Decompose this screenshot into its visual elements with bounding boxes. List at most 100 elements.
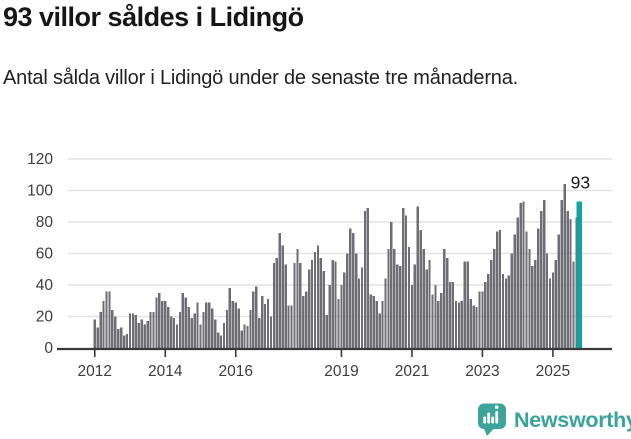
bar xyxy=(190,318,193,348)
bar xyxy=(296,248,299,348)
bar xyxy=(237,308,240,348)
bar xyxy=(363,210,367,348)
bar xyxy=(504,278,508,348)
bar xyxy=(548,278,552,348)
bar xyxy=(305,291,308,348)
bar xyxy=(384,278,387,348)
bar xyxy=(122,335,126,348)
x-axis-label: 2019 xyxy=(324,363,358,380)
bar xyxy=(214,319,217,348)
bar xyxy=(228,288,232,348)
bar xyxy=(551,272,555,348)
bar xyxy=(560,199,563,348)
bar xyxy=(540,210,543,348)
bar xyxy=(490,259,493,348)
bar xyxy=(410,285,414,348)
bar xyxy=(152,311,155,348)
bar xyxy=(275,258,278,348)
x-axis-label: 2014 xyxy=(148,363,183,380)
bar xyxy=(399,266,402,348)
bar xyxy=(140,319,143,348)
bar xyxy=(404,215,408,348)
x-axis-label: 2023 xyxy=(465,363,499,380)
bar xyxy=(487,273,490,348)
bar xyxy=(372,296,375,348)
y-axis-label: 80 xyxy=(36,214,54,231)
bar xyxy=(108,291,111,348)
bar xyxy=(354,253,358,348)
bar xyxy=(563,184,566,348)
bar xyxy=(428,259,431,348)
bar xyxy=(137,322,140,348)
bar xyxy=(493,248,496,348)
bar xyxy=(258,318,261,348)
bar xyxy=(575,217,578,348)
bar xyxy=(114,316,117,348)
bar xyxy=(334,261,337,348)
x-axis-label: 2012 xyxy=(78,363,112,380)
bar xyxy=(225,310,229,348)
bar xyxy=(93,319,96,348)
bar xyxy=(281,245,284,348)
bar xyxy=(325,314,328,348)
bar xyxy=(149,311,152,348)
bar xyxy=(360,267,364,348)
bar xyxy=(352,233,355,348)
bar xyxy=(158,292,161,348)
bar xyxy=(387,248,390,348)
bar xyxy=(193,313,196,348)
bar xyxy=(501,273,505,348)
bar xyxy=(340,285,343,348)
bar xyxy=(102,300,105,348)
bar xyxy=(422,248,425,348)
bar xyxy=(534,259,537,348)
bar xyxy=(434,285,437,348)
bar xyxy=(454,300,458,348)
page-title: 93 villor såldes i Lidingö xyxy=(3,2,304,32)
bar xyxy=(416,206,419,348)
bar xyxy=(484,281,487,348)
bar xyxy=(290,305,293,348)
bar xyxy=(460,300,464,348)
bar xyxy=(172,318,176,348)
bar xyxy=(205,302,208,348)
bar xyxy=(263,303,267,348)
bar xyxy=(545,253,549,348)
bar xyxy=(187,307,190,348)
bar xyxy=(346,253,349,348)
bar xyxy=(554,259,558,348)
bar xyxy=(169,316,173,348)
x-axis-label: 2016 xyxy=(218,363,252,380)
bar xyxy=(525,231,528,348)
bar xyxy=(366,207,370,348)
x-axis-label: 2025 xyxy=(536,363,570,380)
bar xyxy=(184,297,187,348)
bar xyxy=(299,262,302,348)
bar xyxy=(234,302,237,348)
y-axis-label: 60 xyxy=(36,246,54,263)
newsworthy-logo[interactable]: Newsworthy xyxy=(477,402,631,437)
bar xyxy=(319,258,323,348)
bar xyxy=(519,203,522,348)
bar xyxy=(495,231,499,348)
bar xyxy=(507,275,511,348)
bar xyxy=(472,305,475,348)
bar xyxy=(316,245,320,348)
bar xyxy=(134,314,138,348)
bar xyxy=(537,228,540,348)
bar xyxy=(337,299,340,348)
bar xyxy=(569,218,572,348)
bar xyxy=(393,248,396,348)
bar xyxy=(208,302,211,348)
bar xyxy=(196,302,199,348)
bar xyxy=(211,308,214,348)
y-axis-label: 100 xyxy=(27,183,53,200)
bar xyxy=(255,286,258,348)
bar xyxy=(249,310,252,348)
bar xyxy=(463,261,466,348)
bar xyxy=(378,313,381,348)
bar xyxy=(308,269,311,348)
bar xyxy=(343,272,346,348)
y-axis-label: 120 xyxy=(27,151,53,168)
